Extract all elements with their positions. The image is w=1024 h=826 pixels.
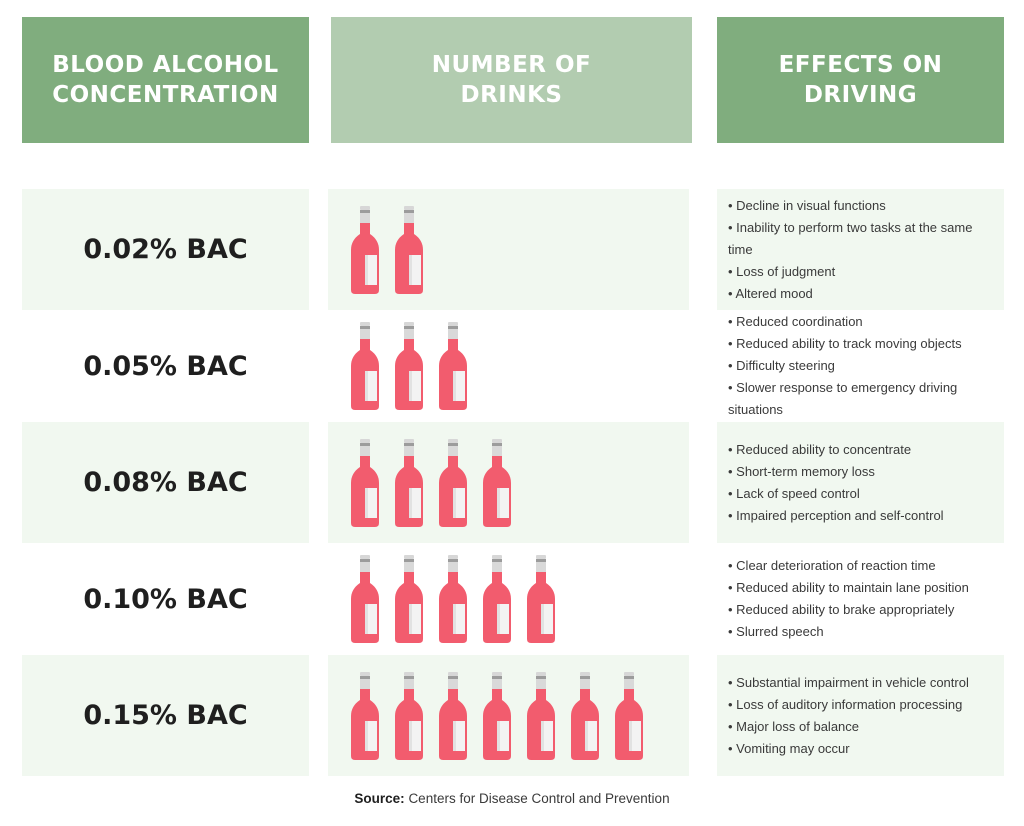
- effect-item: • Substantial impairment in vehicle cont…: [728, 674, 969, 690]
- wine-bottle-icon: [482, 671, 512, 760]
- wine-bottle-icon: [394, 322, 424, 410]
- bac-cell: 0.15% BAC: [22, 655, 309, 776]
- effect-item: • Slurred speech: [728, 624, 824, 639]
- effects-list: • Substantial impairment in vehicle cont…: [728, 672, 969, 760]
- header-effects: EFFECTS ON DRIVING: [717, 17, 1004, 143]
- wine-bottle-icon: [482, 438, 512, 527]
- wine-bottle-icon: [350, 671, 380, 760]
- effect-item: • Loss of judgment: [728, 263, 836, 279]
- drinks-cell: [328, 189, 689, 310]
- source-note: Source: Centers for Disease Control and …: [0, 791, 1024, 806]
- drinks-cell: [328, 310, 689, 422]
- effect-item: • Vomiting may occur: [728, 740, 850, 756]
- drinks-cell: [328, 655, 689, 776]
- effects-cell: • Reduced ability to concentrate • Short-…: [717, 422, 1004, 543]
- wine-bottle-icon: [350, 555, 380, 643]
- effects-cell: • Reduced coordination • Reduced ability …: [717, 310, 1004, 422]
- wine-bottle-icon: [526, 555, 556, 643]
- effect-item: • Major loss of balance: [728, 718, 860, 734]
- wine-bottle-icon: [438, 671, 468, 760]
- wine-bottle-icon: [438, 555, 468, 643]
- effects-cell: • Decline in visual functions • Inability…: [717, 189, 1004, 310]
- effects-list: • Reduced coordination • Reduced ability …: [728, 311, 992, 421]
- effect-item: • Clear deterioration of reaction time: [728, 558, 936, 573]
- effect-item: • Inability to perform two tasks at the …: [728, 219, 973, 257]
- effect-item: • Loss of auditory information processin…: [728, 696, 963, 712]
- effects-list: • Clear deterioration of reaction time • …: [728, 555, 969, 643]
- source-label: Source:: [354, 791, 405, 806]
- wine-bottle-icon: [394, 438, 424, 527]
- wine-bottle-icon: [394, 205, 424, 294]
- wine-bottle-icon: [570, 671, 600, 760]
- source-text: Centers for Disease Control and Preventi…: [408, 791, 670, 806]
- effect-item: • Short-term memory loss: [728, 463, 875, 479]
- effect-item: • Impaired perception and self-control: [728, 507, 944, 523]
- wine-bottle-icon: [350, 438, 380, 527]
- wine-bottle-icon: [350, 205, 380, 294]
- drinks-cell: [328, 422, 689, 543]
- header-bac-label: BLOOD ALCOHOL CONCENTRATION: [52, 52, 279, 108]
- wine-bottle-icon: [438, 438, 468, 527]
- effect-item: • Altered mood: [728, 285, 813, 301]
- effects-cell: • Substantial impairment in vehicle cont…: [717, 655, 1004, 776]
- effects-list: • Reduced ability to concentrate • Short-…: [728, 439, 944, 527]
- drinks-cell: [328, 543, 689, 655]
- bac-cell: 0.05% BAC: [83, 350, 248, 382]
- header-drinks-label: NUMBER OF DRINKS: [431, 52, 592, 108]
- header-drinks: NUMBER OF DRINKS: [331, 17, 692, 143]
- wine-bottle-icon: [482, 555, 512, 643]
- effect-item: • Difficulty steering: [728, 358, 835, 373]
- effect-item: • Reduced ability to concentrate: [728, 441, 912, 457]
- wine-bottle-icon: [438, 322, 468, 410]
- wine-bottle-icon: [614, 671, 644, 760]
- effects-cell: • Clear deterioration of reaction time • …: [717, 543, 1004, 655]
- effect-item: • Reduced ability to maintain lane posit…: [728, 580, 969, 595]
- effects-list: • Decline in visual functions • Inability…: [728, 195, 992, 305]
- effect-item: • Reduced ability to track moving object…: [728, 336, 962, 351]
- bac-cell: 0.08% BAC: [22, 422, 309, 543]
- bac-cell: 0.10% BAC: [83, 583, 248, 615]
- header-bac: BLOOD ALCOHOL CONCENTRATION: [22, 17, 309, 143]
- effect-item: • Reduced ability to brake appropriately: [728, 602, 955, 617]
- wine-bottle-icon: [526, 671, 556, 760]
- bac-cell: 0.02% BAC: [22, 189, 309, 310]
- wine-bottle-icon: [394, 671, 424, 760]
- wine-bottle-icon: [350, 322, 380, 410]
- effect-item: • Reduced coordination: [728, 314, 863, 329]
- header-effects-label: EFFECTS ON DRIVING: [778, 52, 943, 108]
- effect-item: • Lack of speed control: [728, 485, 860, 501]
- effect-item: • Decline in visual functions: [728, 197, 886, 213]
- effect-item: • Slower response to emergency driving s…: [728, 380, 958, 417]
- wine-bottle-icon: [394, 555, 424, 643]
